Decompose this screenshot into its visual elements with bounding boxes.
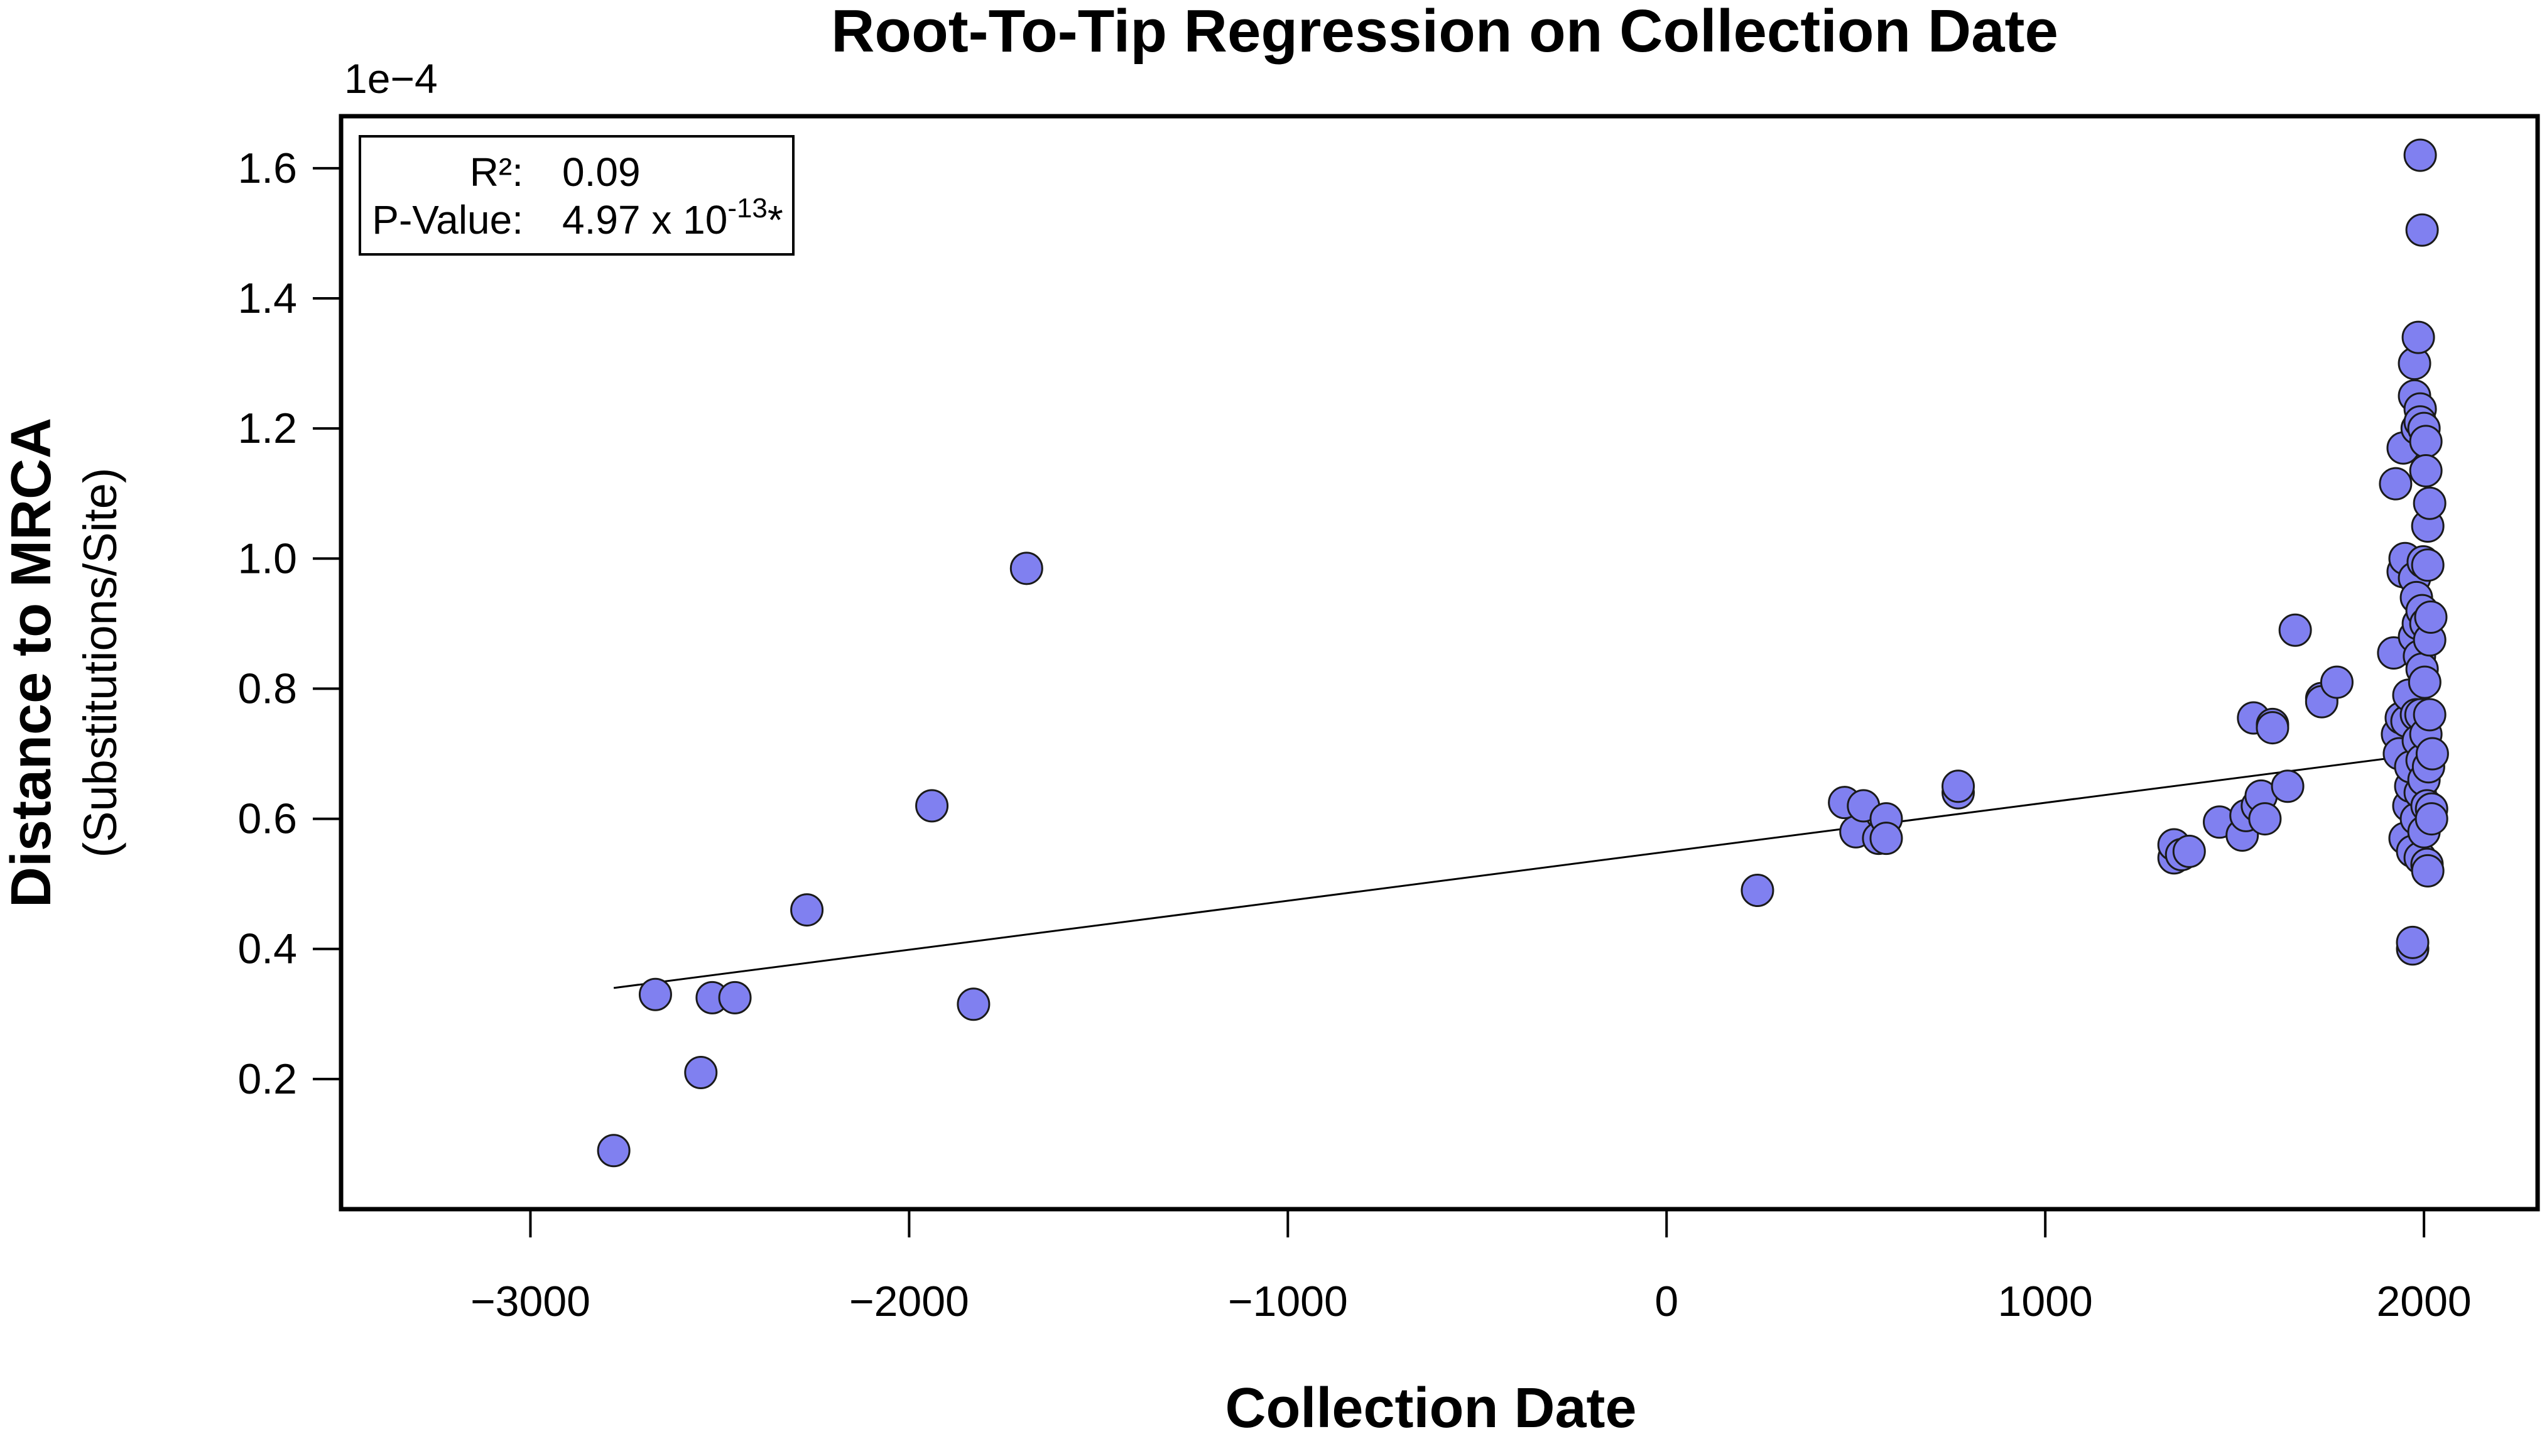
data-point: [2415, 737, 2449, 771]
data-point: [2278, 613, 2312, 647]
data-point: [1869, 822, 1903, 856]
y-axis: 0.2 0.4 0.6 0.8 1.0 1.2 1.4 1.6: [237, 144, 342, 1103]
data-point: [1942, 769, 1975, 803]
x-tick-label: 2000: [2376, 1278, 2471, 1325]
p-value-significance: *: [768, 197, 783, 242]
data-point: [2271, 769, 2305, 803]
data-point: [2411, 854, 2445, 888]
data-point: [684, 1056, 718, 1089]
y-tick-label: 1.0: [237, 535, 297, 582]
data-point: [790, 893, 824, 927]
data-point: [2413, 698, 2447, 732]
y-tick-label: 0.6: [237, 795, 297, 843]
y-tick-label: 1.2: [237, 405, 297, 452]
stats-box: R²: 0.09 P-Value: 4.97 x 10-13*: [359, 135, 795, 256]
p-value-value: 4.97 x 10-13*: [562, 193, 783, 242]
data-point: [2172, 834, 2206, 868]
y-tick-label: 0.2: [237, 1055, 297, 1103]
data-points: [597, 138, 2449, 1168]
data-point: [2320, 665, 2354, 699]
data-point: [718, 981, 752, 1014]
data-point: [2409, 425, 2443, 459]
data-point: [957, 987, 991, 1021]
y-axis-label: Distance to MRCA: [0, 418, 63, 908]
data-point: [638, 977, 672, 1011]
data-point: [2256, 711, 2289, 745]
data-point: [2248, 802, 2282, 836]
data-point: [2414, 600, 2448, 634]
p-value-mantissa: 4.97 x 10: [562, 197, 727, 242]
x-axis: −3000 −2000 −1000 0 1000 2000: [470, 1208, 2472, 1325]
data-point: [2408, 665, 2442, 699]
data-point: [915, 789, 949, 823]
data-point: [2403, 138, 2437, 172]
data-point: [2379, 467, 2413, 501]
y-tick-label: 0.8: [237, 665, 297, 712]
data-point: [2396, 925, 2430, 959]
y-axis-sublabel: (Substitutions/Site): [74, 467, 126, 857]
data-point: [2413, 486, 2447, 520]
r2-value: 0.09: [562, 149, 641, 195]
x-tick-label: 1000: [1998, 1278, 2093, 1325]
y-tick-label: 1.6: [237, 144, 297, 192]
data-point: [2414, 802, 2448, 836]
data-point: [2409, 454, 2443, 487]
y-tick-label: 0.4: [237, 925, 297, 973]
p-value-label: P-Value:: [372, 197, 523, 242]
x-axis-label: Collection Date: [1225, 1377, 1636, 1440]
y-tick-label: 1.4: [237, 274, 297, 322]
data-point: [2405, 213, 2439, 247]
y-multiplier-label: 1e−4: [344, 55, 438, 102]
x-tick-label: −3000: [470, 1278, 590, 1325]
plot-frame: [339, 114, 2540, 1212]
regression-line: [613, 752, 2425, 989]
r2-label: R²:: [470, 149, 523, 195]
x-tick-label: −2000: [849, 1278, 969, 1325]
stats-box-frame: [359, 135, 795, 256]
chart-title: Root-To-Tip Regression on Collection Dat…: [831, 0, 2058, 65]
data-point: [2411, 548, 2445, 582]
p-value-exponent: -13: [727, 193, 768, 224]
data-point: [1741, 874, 1774, 907]
data-point: [2401, 320, 2435, 354]
data-point: [597, 1134, 631, 1168]
data-point: [1009, 551, 1043, 585]
x-tick-label: 0: [1654, 1278, 1678, 1325]
x-tick-label: −1000: [1228, 1278, 1348, 1325]
